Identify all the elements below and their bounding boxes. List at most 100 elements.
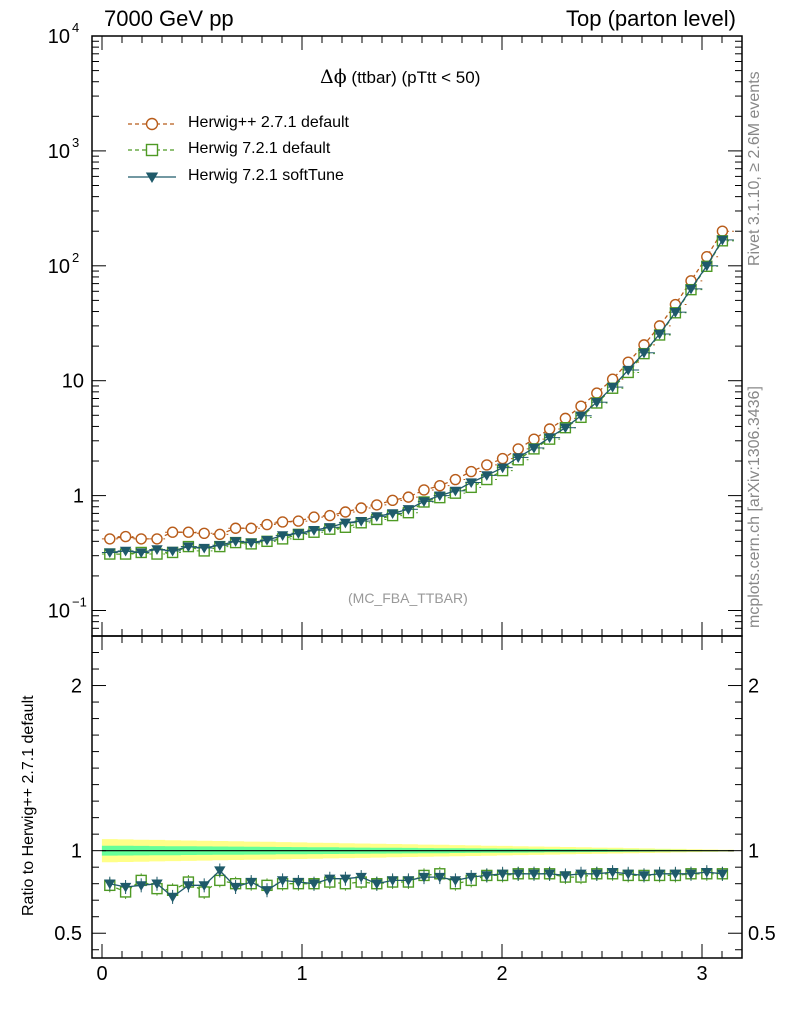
ratio-point-1-37: [685, 869, 697, 880]
chart-title: Δϕ (ttbar) (pTtt < 50): [320, 66, 480, 88]
ratio-y-tick-label-right: 2: [748, 676, 759, 698]
data-point-0-3: [151, 533, 163, 545]
data-point-2-25: [496, 463, 509, 474]
data-point-2-8: [229, 537, 242, 547]
data-point-2-28: [543, 433, 556, 444]
x-tick-label: 0: [96, 963, 107, 985]
ratio-point-1-19: [402, 876, 415, 886]
data-point-0-17: [371, 499, 383, 511]
data-point-0-11: [276, 516, 289, 528]
data-point-2-17: [371, 512, 383, 522]
data-point-2-36: [669, 308, 682, 318]
data-point-2-16: [355, 516, 367, 527]
rivet-version-label: Rivet 3.1.10, ≥ 2.6M events: [746, 71, 763, 266]
ratio-point-1-29: [559, 871, 572, 881]
data-point-2-33: [622, 365, 634, 376]
y-tick-label: 10: [48, 141, 70, 163]
ratio-point-1-30: [575, 869, 587, 880]
data-point-2-6: [198, 543, 210, 554]
data-point-2-32: [606, 382, 619, 393]
collision-energy-label: 7000 GeV pp: [104, 6, 234, 31]
ratio-point-1-36: [669, 869, 682, 880]
x-tick-label: 2: [496, 963, 507, 985]
data-point-2-29: [559, 423, 572, 434]
data-point-0-26: [512, 443, 524, 455]
data-point-2-7: [214, 541, 226, 551]
ratio-point-1-39: [716, 869, 729, 880]
chart-title-text: (ttbar) (pTtt < 50): [346, 68, 481, 87]
ratio-point-1-9: [245, 877, 257, 888]
data-point-0-8: [229, 522, 242, 534]
ratio-point-1-24: [481, 871, 493, 881]
data-point-0-0: [104, 533, 116, 545]
data-point-0-39: [716, 225, 729, 237]
data-point-0-22: [449, 473, 462, 486]
data-point-0-4: [166, 526, 179, 538]
series-line-0: [109, 230, 723, 540]
ratio-line-1: [109, 869, 723, 898]
ratio-point-1-4: [166, 892, 179, 903]
panel-frames: [91, 35, 743, 959]
legend-entry-herwigpp-271: Herwig++ 2.7.1 default: [188, 114, 349, 131]
ratio-y-tick-label: 0.5: [54, 923, 82, 945]
ratio-point-1-8: [229, 882, 242, 893]
ratio-point-1-27: [528, 869, 540, 880]
data-point-2-34: [638, 348, 650, 359]
data-point-0-30: [575, 400, 587, 412]
x-tick-label: 1: [296, 963, 307, 985]
y-tick-exponent: 4: [72, 20, 79, 35]
data-point-2-26: [512, 453, 524, 463]
ratio-point-1-21: [434, 872, 446, 883]
data-point-0-25: [496, 452, 509, 465]
data-point-0-20: [418, 484, 430, 496]
data-point-2-15: [339, 518, 352, 529]
data-point-0-19: [402, 491, 415, 503]
ratio-y-tick-label: 2: [71, 676, 82, 698]
ratio-point-1-26: [512, 869, 524, 880]
data-point-0-15: [339, 506, 352, 518]
ratio-point-1-18: [386, 876, 399, 886]
ratio-point-1-5: [182, 881, 195, 891]
data-point-2-14: [324, 523, 336, 533]
ratio-y-tick-label: 1: [71, 841, 82, 863]
y-tick-label: 1: [73, 486, 84, 508]
ratio-frame: [91, 635, 743, 959]
data-point-2-39: [716, 235, 729, 246]
data-point-0-2: [135, 533, 147, 545]
y-tick-label: 10: [48, 26, 70, 48]
data-point-2-0: [104, 548, 116, 559]
ratio-panel-series: [104, 863, 729, 904]
ratio-y-axis-label: Ratio to Herwig++ 2.7.1 default: [20, 695, 37, 916]
ratio-point-1-0: [104, 879, 116, 890]
chart-title-symbol: Δϕ: [320, 66, 347, 88]
data-point-2-11: [276, 531, 289, 541]
series-line-2: [109, 239, 723, 554]
data-point-0-23: [465, 465, 477, 478]
ratio-point-1-31: [591, 869, 603, 880]
data-point-0-12: [292, 515, 305, 527]
y-tick-exponent: 2: [72, 250, 79, 265]
legend-entry-herwig-721-default: Herwig 7.2.1 default: [188, 140, 331, 157]
ratio-point-1-6: [198, 881, 210, 891]
ratio-point-1-34: [638, 871, 650, 881]
ratio-point-1-13: [308, 879, 320, 890]
series-line-1: [109, 240, 723, 555]
legend-marker-1: [145, 143, 159, 157]
data-point-0-5: [182, 526, 195, 538]
ratio-point-1-17: [371, 879, 383, 890]
ratio-point-1-32: [606, 867, 619, 878]
ratio-point-1-38: [701, 867, 713, 878]
y-tick-exponent: −1: [72, 595, 87, 610]
data-point-2-3: [151, 545, 163, 555]
data-point-0-10: [261, 518, 273, 531]
y-tick-label: 10: [48, 601, 70, 623]
data-point-2-9: [245, 538, 257, 549]
data-point-0-18: [386, 494, 399, 507]
ratio-point-1-10: [261, 886, 273, 896]
analysis-name-label: (MC_FBA_TTBAR): [348, 590, 468, 606]
ratio-point-1-25: [496, 869, 509, 880]
data-point-0-6: [198, 527, 210, 539]
ratio-point-1-22: [449, 876, 462, 886]
